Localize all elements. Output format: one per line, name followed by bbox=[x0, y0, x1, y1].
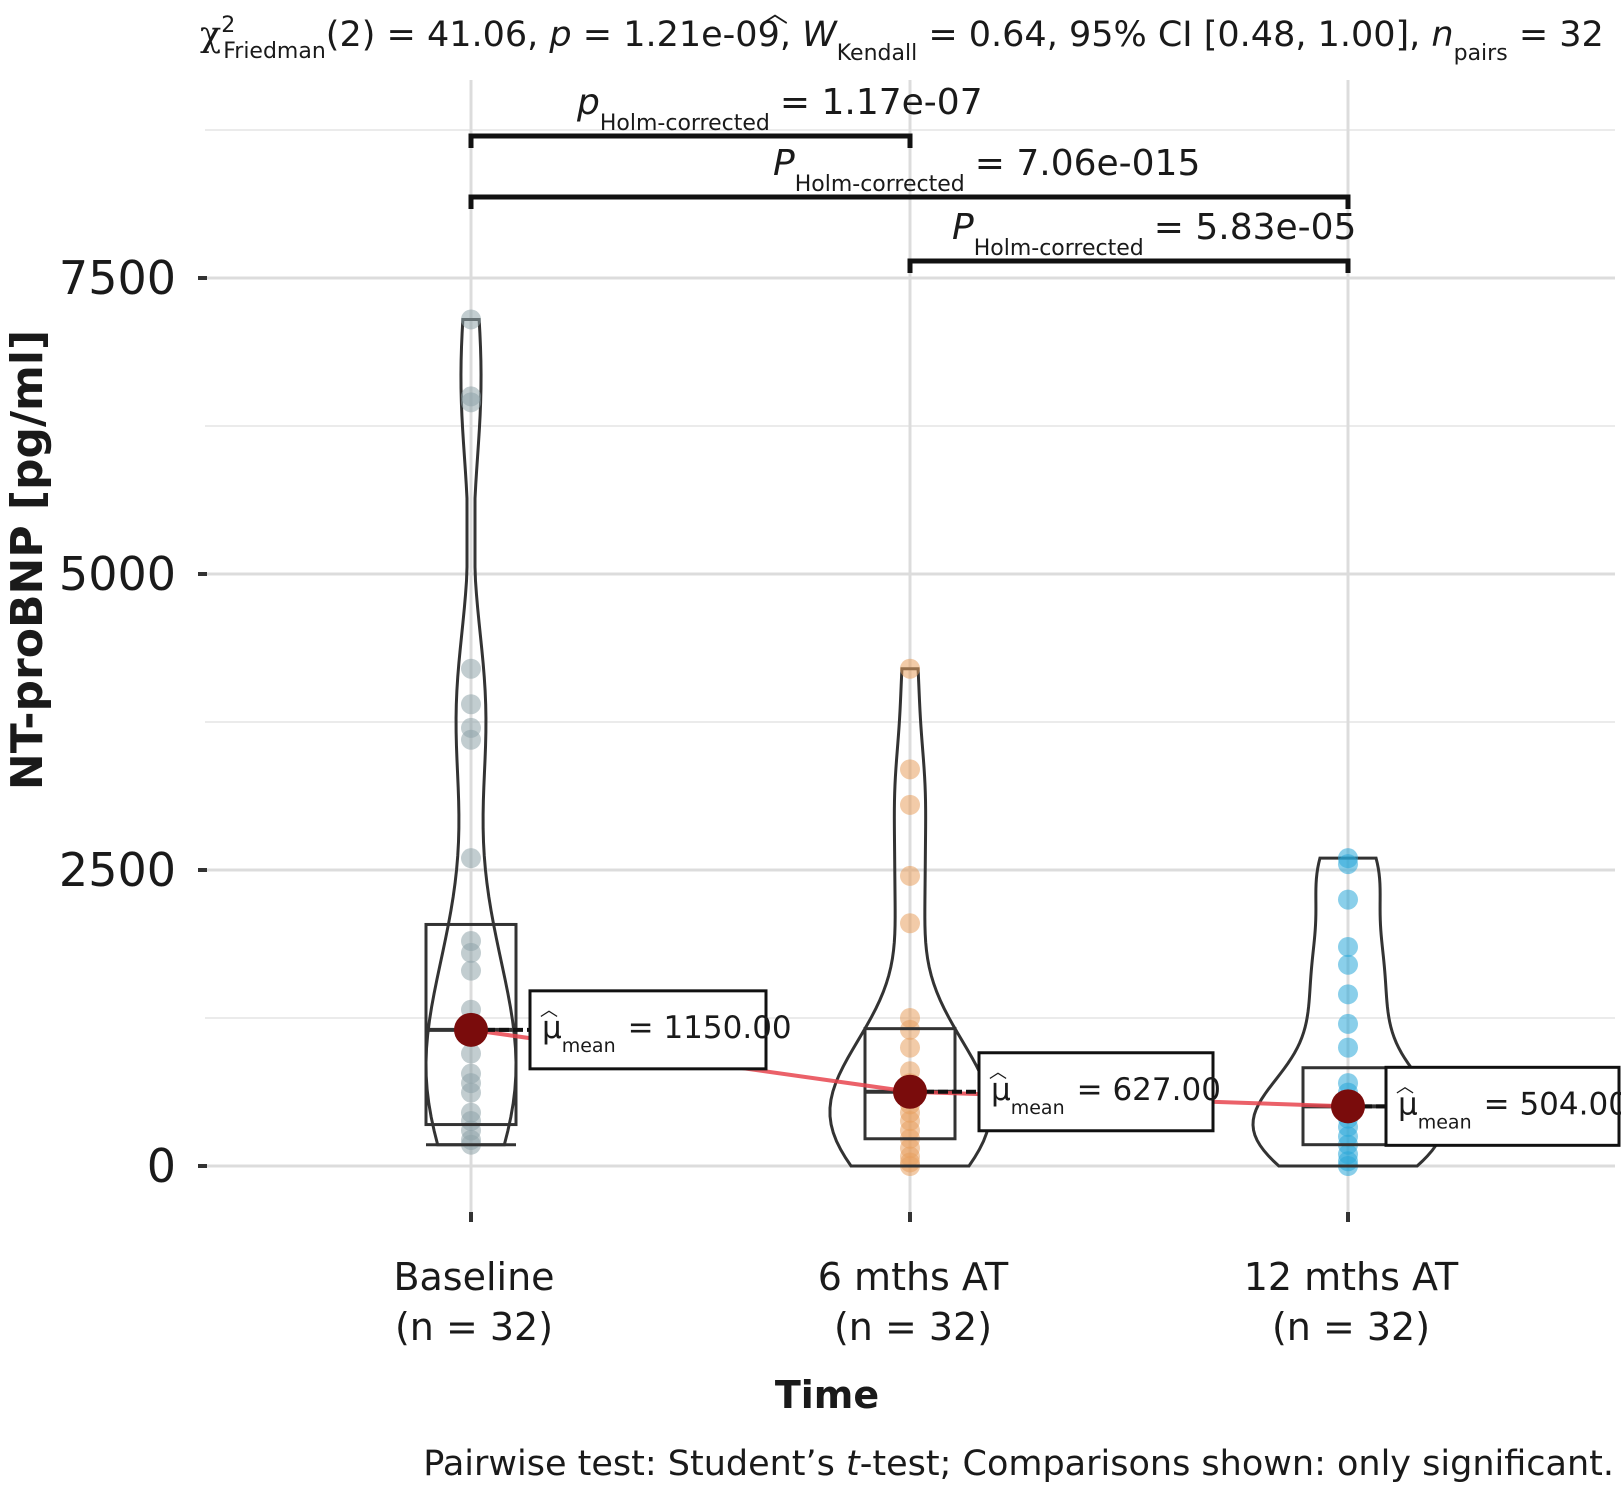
data-point bbox=[1338, 954, 1358, 975]
comparison-bracket bbox=[907, 258, 1351, 273]
data-point bbox=[1338, 984, 1358, 1005]
data-point bbox=[461, 1043, 481, 1064]
means: μmean = 1150.00︿μmean = 627.00︿μmean = 504.… bbox=[454, 989, 1621, 1147]
data-point bbox=[900, 759, 920, 780]
data-point bbox=[900, 1008, 920, 1028]
mean-hat-accent: ︿ bbox=[989, 1062, 1007, 1083]
pairwise-comparisons: pHolm-corrected= 1.17e-07 PHolm-corrected… bbox=[468, 82, 1356, 273]
x-tick-label: 6 mths AT bbox=[818, 1255, 1009, 1299]
y-tick-label: 7500 bbox=[59, 251, 176, 305]
data-point bbox=[1338, 1073, 1358, 1094]
mean-point bbox=[893, 1074, 927, 1109]
comparison-label: PHolm-corrected= 7.06e-015 bbox=[773, 143, 1200, 197]
data-point bbox=[461, 931, 481, 952]
data-point bbox=[461, 848, 481, 869]
x-tick-n-label: (n = 32) bbox=[1272, 1305, 1430, 1349]
w-hat-accent: ︿ bbox=[762, 0, 788, 29]
mean-label-box bbox=[1384, 1065, 1621, 1147]
axes: 0 2500 5000 7500 Baseline (n = 32) 6 mths AT (n… bbox=[59, 251, 1459, 1349]
mean-hat-accent: ︿ bbox=[540, 1000, 558, 1021]
data-point bbox=[1338, 1013, 1358, 1034]
mean-label-box bbox=[528, 989, 768, 1071]
comparison-label: PHolm-corrected= 5.83e-05 bbox=[952, 207, 1356, 261]
chart-caption: Pairwise test: Student’s t-test; Compari… bbox=[423, 1444, 1614, 1484]
mean-label-box bbox=[977, 1051, 1215, 1133]
data-point bbox=[461, 1102, 481, 1123]
x-tick-label: 12 mths AT bbox=[1244, 1255, 1459, 1299]
mean-point bbox=[454, 1012, 488, 1047]
data-point bbox=[1338, 936, 1358, 957]
data-point bbox=[900, 794, 920, 815]
y-tick-label: 5000 bbox=[59, 547, 176, 601]
mean-label: μmean = 1150.00 bbox=[542, 1010, 792, 1057]
y-tick-label: 0 bbox=[147, 1139, 176, 1193]
violin-3 bbox=[1251, 856, 1445, 1168]
box-1 bbox=[424, 922, 518, 1127]
data-point bbox=[900, 1037, 920, 1058]
chart-subtitle: χ2 Friedman(2) = 41.06, p = 1.21e-09, WKe… bbox=[200, 13, 1604, 66]
data-point bbox=[900, 865, 920, 886]
x-tick-n-label: (n = 32) bbox=[395, 1305, 553, 1349]
x-tick-label: Baseline bbox=[393, 1255, 554, 1299]
data-point bbox=[461, 386, 481, 407]
data-point bbox=[461, 694, 481, 715]
comparison-bracket bbox=[468, 194, 1351, 209]
data-point bbox=[900, 913, 920, 934]
mean-label: μmean = 627.00 bbox=[991, 1072, 1221, 1119]
mean-label: μmean = 504.00 bbox=[1398, 1086, 1621, 1133]
mean-hat-accent: ︿ bbox=[1396, 1076, 1414, 1097]
x-axis-label: Time bbox=[775, 1373, 879, 1417]
data-point bbox=[900, 658, 920, 679]
data-point bbox=[461, 1063, 481, 1084]
data-point bbox=[1338, 1037, 1358, 1058]
data-point bbox=[461, 717, 481, 738]
data-point bbox=[461, 960, 481, 981]
comparison-label: pHolm-corrected= 1.17e-07 bbox=[576, 82, 983, 136]
data-point bbox=[461, 658, 481, 679]
x-tick-n-label: (n = 32) bbox=[834, 1305, 992, 1349]
data-point bbox=[461, 309, 481, 330]
data-point bbox=[1338, 848, 1358, 869]
data-point bbox=[1338, 889, 1358, 910]
y-axis-label: NT-proBNP [pg/ml] bbox=[2, 330, 53, 790]
mean-point bbox=[1331, 1089, 1365, 1124]
y-tick-label: 2500 bbox=[59, 843, 176, 897]
comparison-bracket bbox=[468, 133, 913, 148]
